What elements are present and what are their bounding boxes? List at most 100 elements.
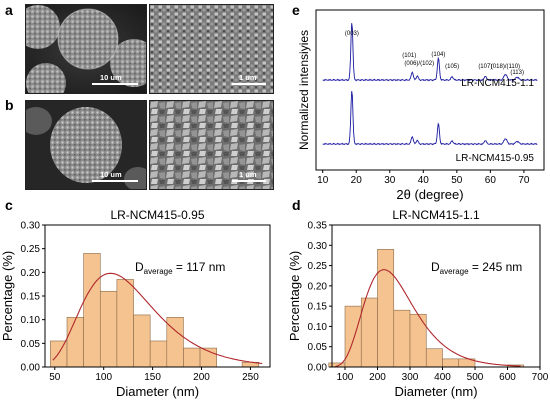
histogram-chart-d: LR-NCM415-1.1 100 200 300 400 500 600 700 0.00 0.… xyxy=(287,208,549,399)
x-tick-label: 400 xyxy=(434,372,451,383)
histogram-bar-8 xyxy=(183,347,201,368)
sem-image-b-high-mag xyxy=(149,100,274,190)
histogram-bar-6 xyxy=(425,348,443,368)
xrd-trace-series-1 xyxy=(322,91,538,146)
y-tick-label: 0.20 xyxy=(308,281,328,292)
xrd-trace-series-0 xyxy=(322,23,538,82)
histogram-bar-7 xyxy=(442,358,460,368)
y-tick-label: 0.20 xyxy=(21,268,41,279)
histogram-bar-1 xyxy=(66,317,84,368)
histogram-bar-4 xyxy=(393,309,411,368)
lognormal-fit-curve xyxy=(52,272,263,364)
peak-label: (006)/(102) xyxy=(404,61,434,67)
histogram-bar-3 xyxy=(377,249,395,368)
x-tick-label: 50 xyxy=(49,372,61,383)
panel-letter-d: d xyxy=(292,197,301,213)
scale-bar-b-right xyxy=(232,180,266,182)
panel-letter-a: a xyxy=(5,2,13,18)
peak-label: (101) xyxy=(402,53,416,59)
lognormal-fit-curve xyxy=(335,269,521,368)
x-tick-label: 600 xyxy=(499,372,516,383)
x-tick-label: 50 xyxy=(451,175,463,186)
annotation-subscript: average xyxy=(144,267,173,276)
x-tick-label: 500 xyxy=(467,372,484,383)
sem-image-a-high-mag xyxy=(149,4,274,94)
sem-image-a-low-mag xyxy=(25,4,147,94)
sem-image-a-high-mag-picture xyxy=(150,5,273,93)
y-tick-label: 0.05 xyxy=(21,339,41,350)
x-tick-label: 700 xyxy=(532,372,549,383)
annotation-value: = 117 nm xyxy=(173,260,226,274)
series-label: LR-NCM415-1.1 xyxy=(461,78,534,89)
y-tick-label: 0.00 xyxy=(308,363,328,374)
x-tick-label: 40 xyxy=(418,175,430,186)
annotation-symbol: D xyxy=(431,260,440,274)
histogram-bar-4 xyxy=(116,279,134,368)
annotation-subscript: average xyxy=(440,267,469,276)
y-axis-label: Percentage (%) xyxy=(0,251,15,341)
x-tick-label: 30 xyxy=(384,175,396,186)
histogram-bar-5 xyxy=(409,313,427,368)
chart-title: LR-NCM415-1.1 xyxy=(392,208,480,222)
x-tick-label: 200 xyxy=(193,372,210,383)
x-tick-label: 250 xyxy=(242,372,259,383)
y-tick-label: 0.15 xyxy=(21,292,41,303)
x-tick-label: 200 xyxy=(369,372,386,383)
annotation-symbol: D xyxy=(135,260,144,274)
peak-label: (113) xyxy=(510,70,524,76)
peak-label: (105) xyxy=(445,64,459,70)
scale-bar-a-right xyxy=(232,83,266,85)
y-tick-label: 0.25 xyxy=(308,261,328,272)
y-tick-label: 0.15 xyxy=(308,302,328,313)
y-tick-label: 0.30 xyxy=(21,221,41,232)
scale-bar-a-left xyxy=(92,83,138,85)
scale-label-b-left: 10 um xyxy=(100,170,122,179)
x-tick-label: 100 xyxy=(95,372,112,383)
histogram-bar-3 xyxy=(99,290,118,368)
sem-image-b-low-mag-picture xyxy=(26,101,146,189)
x-tick-label: 70 xyxy=(518,175,530,186)
histogram-bar-2 xyxy=(360,297,378,368)
y-tick-label: 0.25 xyxy=(21,244,41,255)
sem-image-b-high-mag-picture xyxy=(150,101,273,189)
sem-image-a-low-mag-picture xyxy=(26,5,146,93)
xrd-chart-e: (003) (101) (006)/(102) (104)(105) (107)(018… xyxy=(298,9,545,202)
x-axis-label: 2θ (degree) xyxy=(396,187,463,202)
peak-label: (107) xyxy=(478,64,492,70)
histogram-bar-6 xyxy=(149,340,168,368)
y-tick-label: 0.05 xyxy=(308,342,328,353)
panel-letter-b: b xyxy=(5,97,14,113)
panel-letter-e: e xyxy=(292,2,300,18)
x-tick-label: 60 xyxy=(485,175,497,186)
x-tick-label: 300 xyxy=(402,372,419,383)
x-axis-label: Diameter (nm) xyxy=(394,384,477,399)
histogram-bar-1 xyxy=(344,305,362,368)
y-tick-label: 0.35 xyxy=(308,221,328,232)
sem-image-b-low-mag xyxy=(25,100,147,190)
plot-frame xyxy=(331,224,541,368)
peak-label: (018)/(110) xyxy=(491,64,520,70)
scale-label-b-right: 1 um xyxy=(239,170,257,179)
scale-label-a-right: 1 um xyxy=(239,73,257,82)
x-axis-label: Diameter (nm) xyxy=(116,384,199,399)
panel-letter-c: c xyxy=(5,197,13,213)
scale-label-a-left: 10 um xyxy=(100,73,122,82)
y-tick-label: 0.10 xyxy=(308,322,328,333)
average-diameter-annotation: Daverage = 245 nm xyxy=(431,260,522,276)
peak-label: (104) xyxy=(431,52,445,58)
plot-frame xyxy=(315,9,545,171)
histogram-chart-c: LR-NCM415-0.95 50 100 150 200 250 0.00 0.05 0.10… xyxy=(0,208,271,399)
y-tick-label: 0.00 xyxy=(21,363,41,374)
y-tick-label: 0.30 xyxy=(308,241,328,252)
x-tick-label: 100 xyxy=(337,372,354,383)
x-tick-label: 150 xyxy=(144,372,161,383)
y-axis-label: Percentage (%) xyxy=(287,251,302,341)
average-diameter-annotation: Daverage = 117 nm xyxy=(135,260,225,276)
histogram-bar-2 xyxy=(83,253,101,368)
x-tick-label: 10 xyxy=(317,175,329,186)
y-tick-label: 0.10 xyxy=(21,315,41,326)
x-tick-label: 20 xyxy=(351,175,363,186)
series-label: LR-NCM415-0.95 xyxy=(456,153,535,164)
chart-title: LR-NCM415-0.95 xyxy=(110,208,204,222)
scale-bar-b-left xyxy=(92,180,138,182)
